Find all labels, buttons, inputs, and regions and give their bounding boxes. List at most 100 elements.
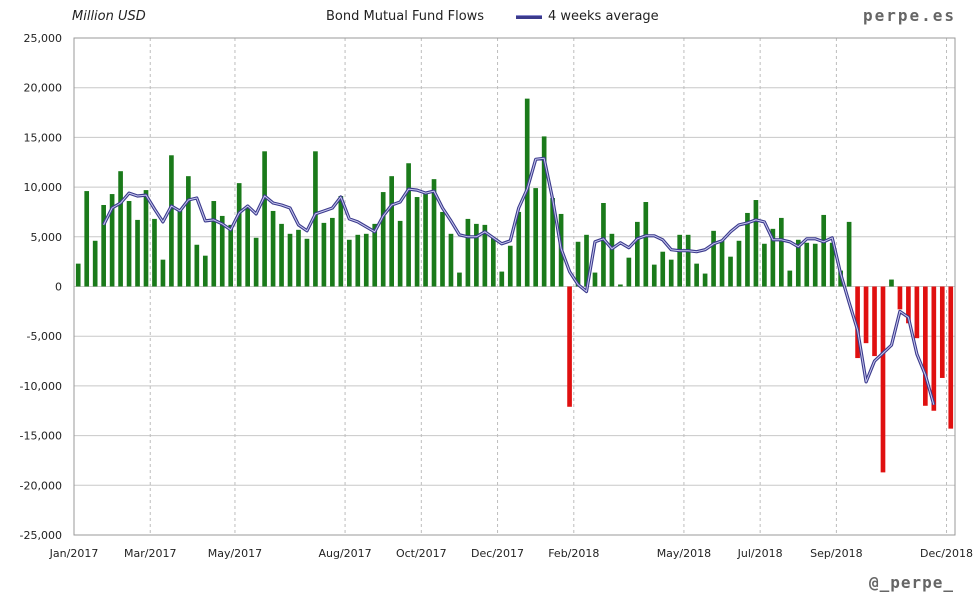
inflow-bar [321,222,327,287]
inflow-bar [465,218,471,287]
outflow-bar [914,286,920,339]
inflow-bar [152,218,157,287]
outflow-bar [948,286,954,429]
inflow-bar [821,214,827,287]
outflow-bar [567,286,572,407]
inflow-bar [92,240,98,287]
x-tick-label: Aug/2017 [318,547,371,560]
inflow-bar [795,239,801,287]
inflow-bar [338,196,344,287]
outflow-bar [939,286,945,378]
inflow-bar [118,171,123,287]
y-axis-unit-label: Million USD [72,9,146,24]
inflow-bar [728,256,733,287]
plot-frame [73,37,956,536]
inflow-bar [601,203,606,287]
inflow-bar [202,255,208,287]
inflow-bar [313,151,318,287]
inflow-bar [423,194,428,287]
inflow-bar [304,238,310,287]
inflow-bar [770,228,776,287]
inflow-bar [846,221,852,287]
inflow-bar [389,176,394,287]
inflow-bar [245,205,250,287]
inflow-bar [380,192,386,287]
y-tick-label: -10,000 [20,380,62,393]
inflow-bar [609,233,615,287]
outflow-bar [872,286,877,357]
inflow-bar [694,263,699,287]
inflow-bar [660,251,666,287]
outflow-bar [880,286,886,473]
y-tick-label: 25,000 [24,32,63,45]
inflow-bar [143,190,149,287]
y-tick-label: 5,000 [31,231,63,244]
x-tick-label: Dec/2017 [471,547,524,560]
inflow-bar [668,259,674,287]
inflow-bar [711,230,716,287]
inflow-bar [584,234,589,287]
x-tick-label: Oct/2017 [396,547,447,560]
author-handle: @_perpe_ [868,573,954,592]
inflow-bar [685,234,691,287]
inflow-bar [550,198,555,287]
inflow-bar [431,179,437,287]
x-tick-label: Feb/2018 [548,547,599,560]
x-tick-label: May/2018 [657,547,711,560]
inflow-bar [702,273,708,287]
outflow-bar [931,286,937,411]
inflow-bar [474,223,479,287]
y-tick-label: 15,000 [24,131,63,144]
legend: 4 weeks average [516,9,659,24]
x-tick-label: May/2017 [208,547,262,560]
inflow-bar [75,263,81,287]
inflow-bar [448,233,454,287]
inflow-bar [779,217,784,287]
outflow-bar [897,286,903,310]
inflow-bar [372,223,378,287]
inflow-bar [889,279,894,287]
inflow-bar [84,191,90,287]
inflow-bar [575,241,581,287]
inflow-bar [228,224,234,287]
inflow-bar [414,197,420,287]
inflow-bar [516,211,522,287]
y-tick-label: -20,000 [20,479,62,492]
inflow-bar [677,234,683,287]
inflow-bar [177,210,183,287]
inflow-bar [262,151,267,287]
y-tick-label: -5,000 [27,330,62,343]
outflow-bar [863,286,869,344]
inflow-bar [135,219,140,287]
inflow-bar [804,242,810,287]
inflow-bar [296,229,301,287]
inflow-bar [126,201,132,287]
x-tick-label: Dec/2018 [920,547,973,560]
inflow-bar [186,176,191,287]
outflow-bar [906,286,911,324]
y-tick-label: 20,000 [24,82,63,95]
inflow-bar [355,234,361,287]
y-tick-label: 0 [55,281,62,294]
inflow-bar [787,270,793,287]
inflow-bar [330,217,335,287]
outflow-bar [923,286,928,406]
inflow-bar [346,239,352,287]
inflow-bar [719,240,725,287]
inflow-bar [169,155,174,287]
x-tick-label: Jul/2018 [737,547,783,560]
inflow-bar [618,284,623,287]
inflow-bar [635,221,640,287]
inflow-bar [533,188,539,287]
inflow-bar [406,163,411,287]
inflow-bar [211,201,217,287]
chart-title: Bond Mutual Fund Flows [326,9,485,24]
inflow-bar [762,243,767,287]
inflow-bar [287,233,293,287]
inflow-bar [812,243,818,287]
x-tick-label: Mar/2017 [124,547,176,560]
inflow-bar [279,223,284,287]
inflow-bar [482,224,488,287]
